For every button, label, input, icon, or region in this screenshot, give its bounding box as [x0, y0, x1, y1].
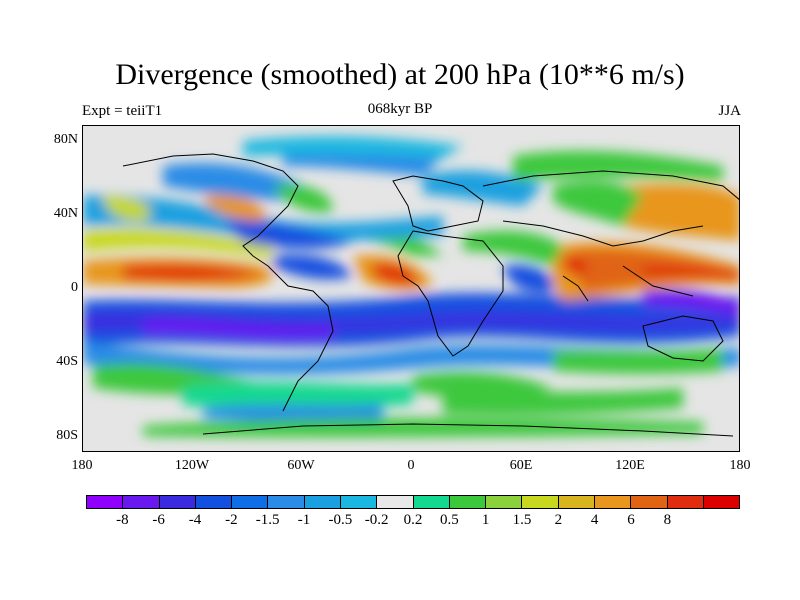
lon-label-0: 0: [407, 458, 415, 473]
colorbar-swatch: [377, 496, 414, 508]
lat-label-80s: 80S: [56, 428, 78, 443]
lat-label-40n: 40N: [53, 206, 78, 221]
colorbar-label: -8: [116, 512, 129, 528]
colorbar-swatch: [558, 496, 595, 508]
lat-label-80n: 80N: [53, 132, 78, 147]
colorbar-label: 0.5: [439, 512, 459, 528]
colorbar-label: 0.2: [403, 512, 423, 528]
colorbar-swatch: [631, 496, 668, 508]
period-label: 068kyr BP: [367, 101, 433, 117]
colorbar-swatch: [703, 496, 740, 508]
colorbar-swatch: [340, 496, 378, 508]
colorbar-swatch: [232, 496, 269, 508]
colorbar-swatch: [195, 496, 233, 508]
colorbar-swatch: [522, 496, 559, 508]
colorbar-label: 4: [590, 512, 599, 528]
colorbar-swatch: [123, 496, 160, 508]
colorbar-label: 2: [554, 512, 563, 528]
colorbar-swatch: [304, 496, 341, 508]
colorbar-swatch: [413, 496, 450, 508]
chart-title: Divergence (smoothed) at 200 hPa (10**6 …: [115, 58, 685, 91]
experiment-label: Expt = teiiT1: [82, 103, 163, 119]
colorbar: [86, 495, 740, 509]
colorbar-label: 8: [663, 512, 672, 528]
lon-label-60w: 60W: [287, 458, 315, 473]
colorbar-label: -6: [152, 512, 165, 528]
colorbar-label: 1.5: [512, 512, 532, 528]
lat-label-0: 0: [71, 280, 78, 295]
colorbar-label: -0.2: [364, 512, 389, 528]
divergence-map: [82, 125, 740, 452]
colorbar-swatch: [268, 496, 305, 508]
colorbar-label: -4: [188, 512, 202, 528]
lat-label-40s: 40S: [56, 354, 78, 369]
lon-label-60e: 60E: [509, 458, 533, 473]
season-label: JJA: [718, 103, 741, 119]
colorbar-swatch: [594, 496, 632, 508]
lon-label-120w: 120W: [174, 458, 210, 473]
lon-label-180e: 180: [729, 458, 751, 473]
colorbar-label: 6: [627, 512, 635, 528]
lon-label-120e: 120E: [615, 458, 645, 473]
colorbar-swatch: [667, 496, 704, 508]
colorbar-label: 1: [481, 512, 490, 528]
colorbar-swatch: [449, 496, 487, 508]
map-canvas: [83, 126, 739, 451]
colorbar-swatch: [159, 496, 196, 508]
lon-label-180w: 180: [71, 458, 93, 473]
colorbar-label: -1.5: [255, 512, 280, 528]
colorbar-label: -1: [297, 512, 311, 528]
colorbar-label: -0.5: [328, 512, 353, 528]
colorbar-label: -2: [225, 512, 238, 528]
colorbar-swatch: [87, 496, 124, 508]
colorbar-swatch: [486, 496, 523, 508]
